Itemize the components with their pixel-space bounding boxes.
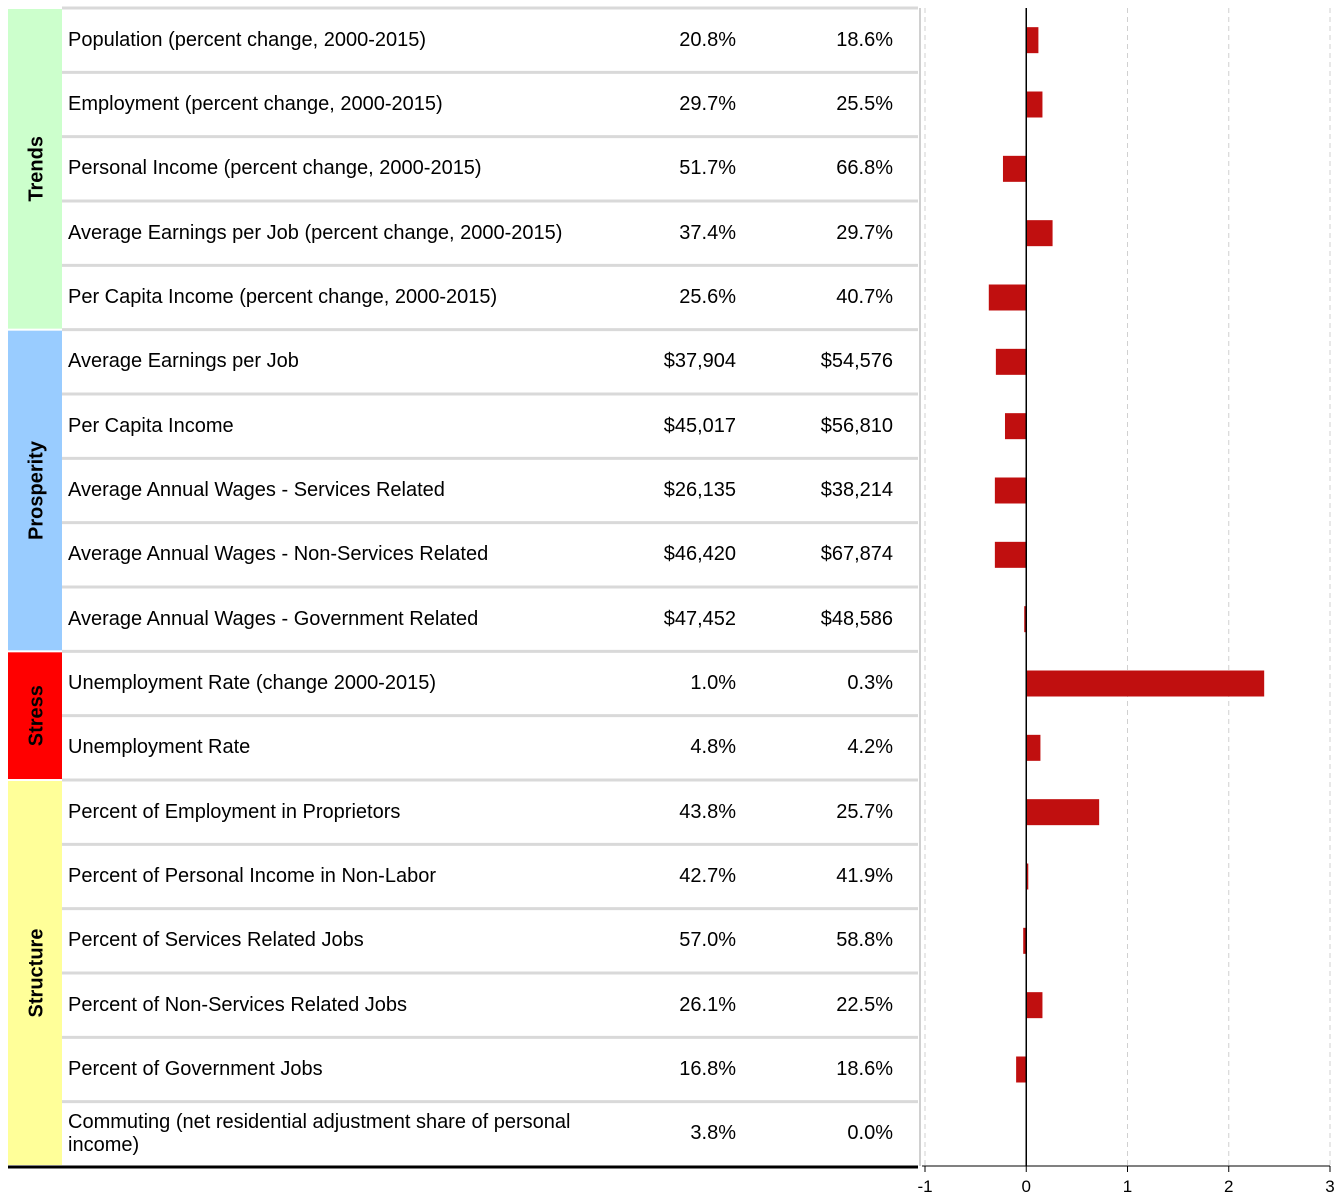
value-2: 41.9% [836,864,893,887]
bar [1026,220,1053,247]
value-2: $38,214 [820,478,893,501]
row-label: Personal Income (percent change, 2000-20… [68,157,482,180]
bar [994,477,1027,504]
value-1: 29.7% [679,92,736,115]
group-band [8,9,62,329]
bar [1024,606,1027,633]
value-2: 18.6% [836,1057,893,1080]
x-tick-label: 3 [1325,1177,1334,1196]
value-1: 1.0% [690,671,736,694]
value-1: 51.7% [679,157,736,180]
row-label: Percent of Employment in Proprietors [68,800,401,823]
bar [988,284,1027,311]
group-label: Trends [25,136,47,202]
row-label: Percent of Personal Income in Non-Labor [68,864,436,887]
row-label: Average Annual Wages - Services Related [68,478,445,501]
value-1: 20.8% [679,28,736,51]
value-1: 57.0% [679,929,736,952]
value-2: 0.3% [847,671,893,694]
row-label: Average Earnings per Job [68,350,299,373]
value-2: 22.5% [836,993,893,1016]
x-tick-label: 0 [1022,1177,1031,1196]
row-label: Percent of Government Jobs [68,1057,323,1080]
value-1: 42.7% [679,864,736,887]
row-label: Average Annual Wages - Government Relate… [68,607,479,630]
group-band [8,781,62,1165]
value-2: $54,576 [820,350,893,373]
row-label: Percent of Non-Services Related Jobs [68,993,408,1016]
bar [1004,413,1027,440]
bar [1026,863,1029,890]
bar [1002,155,1027,182]
group-label: Structure [25,929,47,1018]
x-tick-label: 2 [1224,1177,1233,1196]
value-2: 4.2% [847,736,893,759]
group-band [8,330,62,651]
row-label: Unemployment Rate [68,736,251,759]
value-2: 66.8% [836,157,893,180]
group-band [8,652,62,779]
row-label: Unemployment Rate (change 2000-2015) [68,671,436,694]
value-2: 29.7% [836,221,893,244]
value-1: $45,017 [663,414,736,437]
value-2: 58.8% [836,929,893,952]
group-label: Stress [25,685,47,746]
row-label: Per Capita Income [68,414,234,437]
value-2: 40.7% [836,285,893,308]
value-2: 25.5% [836,92,893,115]
bar [1026,91,1043,118]
bar [1016,1056,1027,1083]
bar [1026,27,1039,54]
value-1: 26.1% [679,993,736,1016]
value-1: 3.8% [690,1122,736,1145]
bar [1026,670,1265,697]
value-1: 37.4% [679,221,736,244]
value-1: 4.8% [690,736,736,759]
value-2: $67,874 [820,543,893,566]
group-label: Prosperity [25,440,47,540]
bar [1026,734,1041,761]
value-1: 16.8% [679,1057,736,1080]
row-label: Percent of Services Related Jobs [68,929,364,952]
x-tick-label: -1 [917,1177,932,1196]
value-2: 25.7% [836,800,893,823]
value-2: 0.0% [847,1122,893,1145]
value-1: $26,135 [663,478,736,501]
row-label: Population (percent change, 2000-2015) [68,28,427,51]
value-2: $48,586 [820,607,893,630]
row-label: Average Earnings per Job (percent change… [68,221,563,244]
row-label: Average Annual Wages - Non-Services Rela… [68,543,489,566]
value-1: 25.6% [679,285,736,308]
bar [1026,799,1100,826]
row-label: Per Capita Income (percent change, 2000-… [68,285,498,308]
row-label: Commuting (net residential adjustment sh… [68,1110,571,1156]
bar [1023,927,1027,954]
value-1: $37,904 [663,350,736,373]
value-1: $46,420 [663,543,736,566]
bar [994,541,1027,568]
value-1: $47,452 [663,607,736,630]
row-label: Employment (percent change, 2000-2015) [68,92,443,115]
value-2: 18.6% [836,28,893,51]
value-2: $56,810 [820,414,893,437]
bar [1026,992,1043,1019]
bar [995,348,1027,375]
x-tick-label: 1 [1123,1177,1132,1196]
value-1: 43.8% [679,800,736,823]
